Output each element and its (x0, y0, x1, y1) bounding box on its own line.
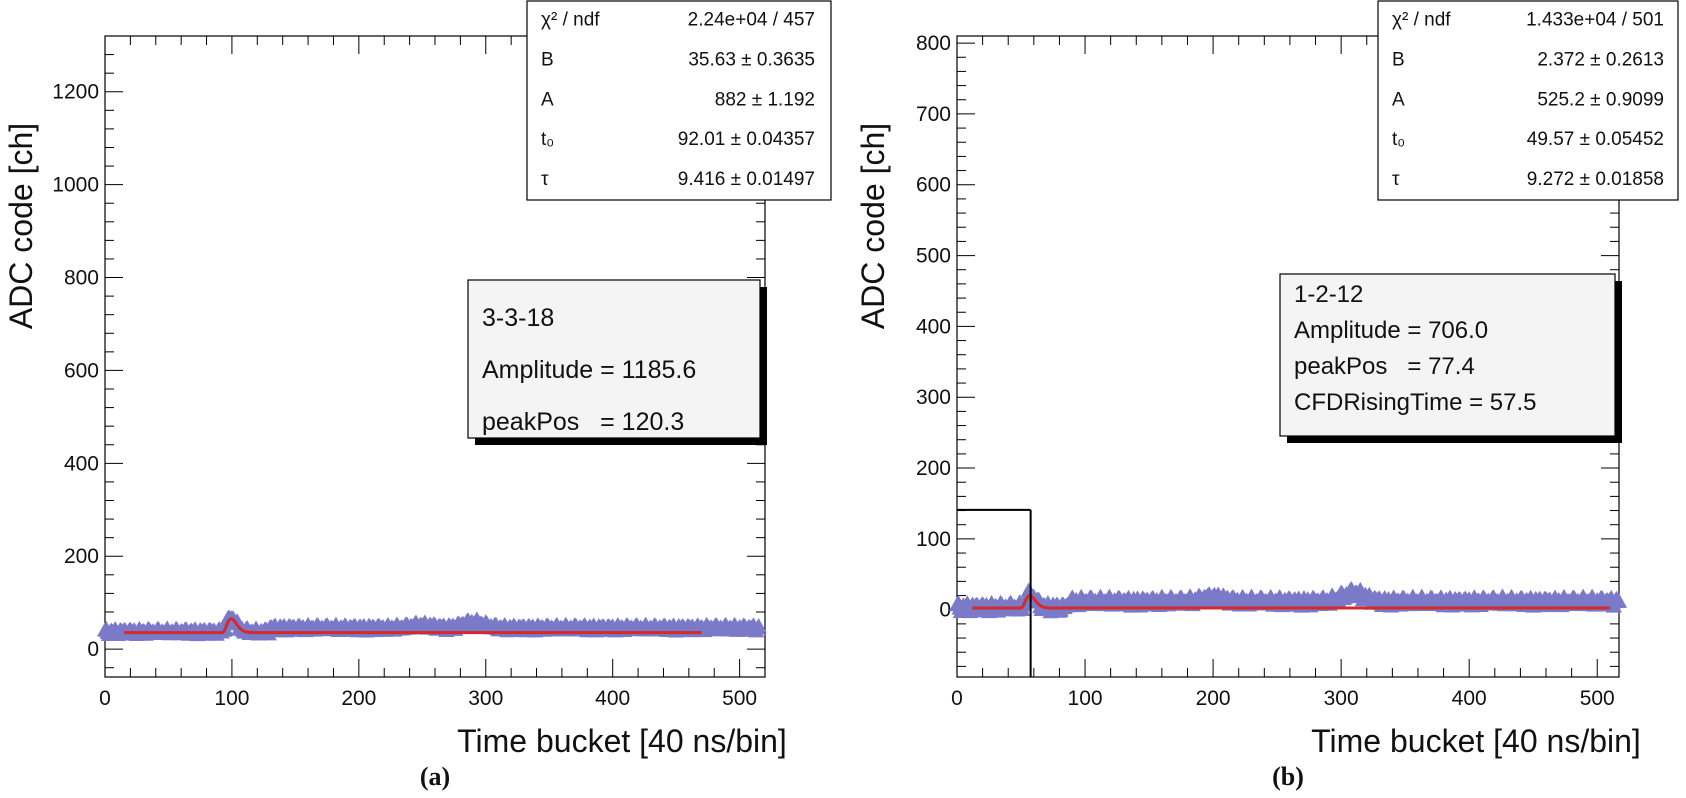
y-tick-label: 0 (87, 638, 99, 661)
y-tick-label: 300 (916, 386, 951, 409)
data-markers (948, 581, 1628, 619)
stat-value: 49.57 ± 0.05452 (1527, 129, 1664, 150)
info-line: Amplitude = 706.0 (1294, 317, 1488, 344)
stat-name: τ (1392, 169, 1400, 190)
info-line: peakPos = 120.3 (482, 408, 684, 436)
stat-value: 92.01 ± 0.04357 (678, 129, 815, 150)
x-axis-title: Time bucket [40 ns/bin] (457, 723, 787, 759)
stat-name: τ (541, 169, 549, 190)
x-tick-label: 300 (468, 687, 503, 710)
x-tick-label: 0 (99, 687, 111, 710)
stats-box-frame (1377, 0, 1679, 201)
stat-name: A (541, 89, 554, 110)
stats-box-frame (526, 0, 832, 201)
y-tick-label: 1200 (52, 81, 99, 104)
info-box-frame (1279, 273, 1616, 437)
info-line: 1-2-12 (1294, 281, 1363, 308)
info-line: Amplitude = 1185.6 (482, 356, 696, 384)
stat-name: t₀ (1392, 129, 1405, 150)
stat-value: 35.63 ± 0.3635 (688, 49, 815, 70)
y-tick-label: 600 (916, 174, 951, 197)
y-tick-label: 0 (939, 599, 951, 622)
stat-name: χ² / ndf (1392, 10, 1451, 31)
info-box: 1-2-12 Amplitude = 706.0 peakPos = 77.4 CFD… (1279, 273, 1622, 443)
info-line: peakPos = 77.4 (1294, 353, 1475, 380)
y-tick-label: 700 (916, 103, 951, 126)
data-point (750, 618, 767, 633)
x-tick-label: 0 (951, 687, 963, 710)
stat-name: B (541, 49, 554, 70)
stat-value: 9.416 ± 0.01497 (678, 169, 815, 190)
stat-name: A (1392, 89, 1405, 110)
fit-curve (124, 617, 702, 635)
y-tick-label: 400 (916, 315, 951, 338)
figure-caption: (a) (420, 762, 450, 791)
x-tick-label: 400 (1452, 687, 1487, 710)
x-tick-label: 100 (214, 687, 249, 710)
stat-value: 1.433e+04 / 501 (1526, 10, 1664, 31)
y-axis-title: ADC code [ch] (855, 123, 891, 329)
y-tick-label: 800 (64, 267, 99, 290)
x-tick-label: 300 (1324, 687, 1359, 710)
stat-value: 2.24e+04 / 457 (688, 10, 815, 31)
y-tick-label: 200 (64, 545, 99, 568)
data-markers (96, 609, 767, 642)
info-box-frame (467, 279, 761, 439)
stat-value: 2.372 ± 0.2613 (1537, 49, 1664, 70)
x-tick-label: 200 (1196, 687, 1231, 710)
stat-name: t₀ (541, 129, 554, 150)
x-tick-label: 400 (595, 687, 630, 710)
x-tick-label: 100 (1068, 687, 1103, 710)
figure-caption: (b) (1272, 762, 1304, 791)
y-tick-label: 600 (64, 359, 99, 382)
y-axis-title: ADC code [ch] (3, 123, 39, 329)
stat-value: 882 ± 1.192 (715, 89, 815, 110)
y-tick-label: 1000 (52, 174, 99, 197)
stat-value: 525.2 ± 0.9099 (1537, 89, 1664, 110)
x-tick-label: 500 (1580, 687, 1615, 710)
y-tick-label: 100 (916, 528, 951, 551)
fit-stats-box: χ² / ndf 2.24e+04 / 457 B 35.63 ± 0.3635 A 88… (526, 0, 832, 201)
data-point (1610, 593, 1628, 608)
info-box: 3-3-18 Amplitude = 1185.6 peakPos = 120.3 (467, 279, 767, 445)
plot-a: 0 100 200 300 400 500 0 200 400 600 800 1000 1200 Tim… (3, 0, 832, 791)
stat-name: χ² / ndf (541, 10, 600, 31)
stat-value: 9.272 ± 0.01858 (1527, 169, 1664, 190)
y-tick-label: 500 (916, 245, 951, 268)
x-tick-label: 500 (722, 687, 757, 710)
fit-curve (972, 594, 1610, 610)
y-tick-label: 800 (916, 32, 951, 55)
info-line: 3-3-18 (482, 304, 554, 332)
x-tick-label: 200 (341, 687, 376, 710)
y-tick-label: 400 (64, 452, 99, 475)
stat-name: B (1392, 49, 1405, 70)
y-tick-label: 200 (916, 457, 951, 480)
x-axis-title: Time bucket [40 ns/bin] (1311, 723, 1641, 759)
fit-stats-box: χ² / ndf 1.433e+04 / 501 B 2.372 ± 0.2613 A 5… (1377, 0, 1679, 201)
plot-b: 0 100 200 300 400 500 0 100 200 300 400 500 600 700 80… (855, 0, 1679, 791)
info-line: CFDRisingTime = 57.5 (1294, 389, 1537, 416)
